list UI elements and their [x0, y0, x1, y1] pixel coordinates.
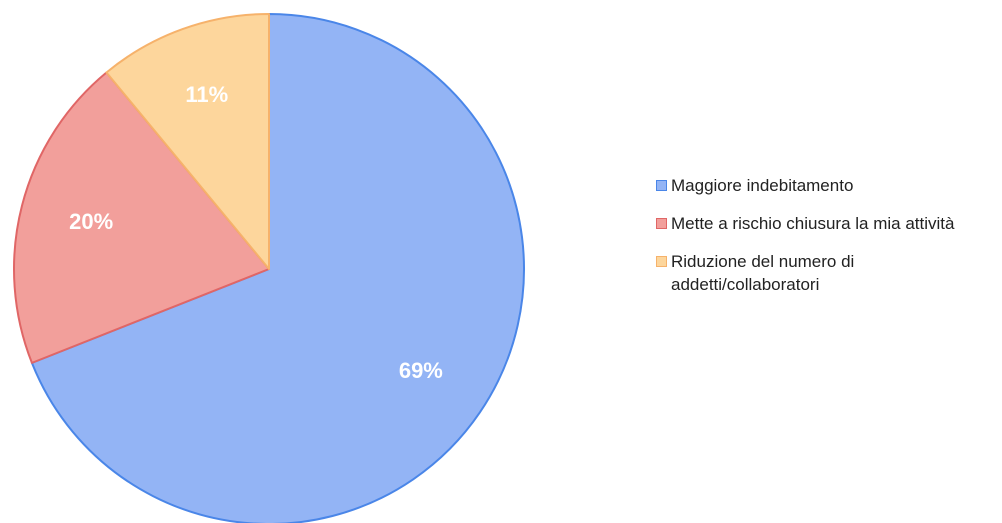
pie-slice: [105, 13, 270, 270]
data-label: 69%: [399, 358, 443, 383]
legend-swatch: [656, 180, 667, 191]
legend-item: Riduzione del numero di addetti/collabor…: [656, 250, 996, 296]
legend: Maggiore indebitamento Mette a rischio ch…: [656, 174, 996, 311]
legend-item: Mette a rischio chiusura la mia attività: [656, 212, 996, 235]
legend-swatch: [656, 218, 667, 229]
pie-slice: [30, 13, 525, 523]
data-label: 11%: [185, 82, 228, 107]
legend-label: Riduzione del numero di addetti/collabor…: [671, 252, 855, 294]
legend-item: Maggiore indebitamento: [656, 174, 996, 197]
legend-label: Maggiore indebitamento: [671, 176, 854, 195]
legend-swatch: [656, 256, 667, 267]
pie-slice: [13, 71, 270, 364]
legend-label: Mette a rischio chiusura la mia attività: [671, 214, 955, 233]
data-label: 20%: [69, 209, 113, 234]
